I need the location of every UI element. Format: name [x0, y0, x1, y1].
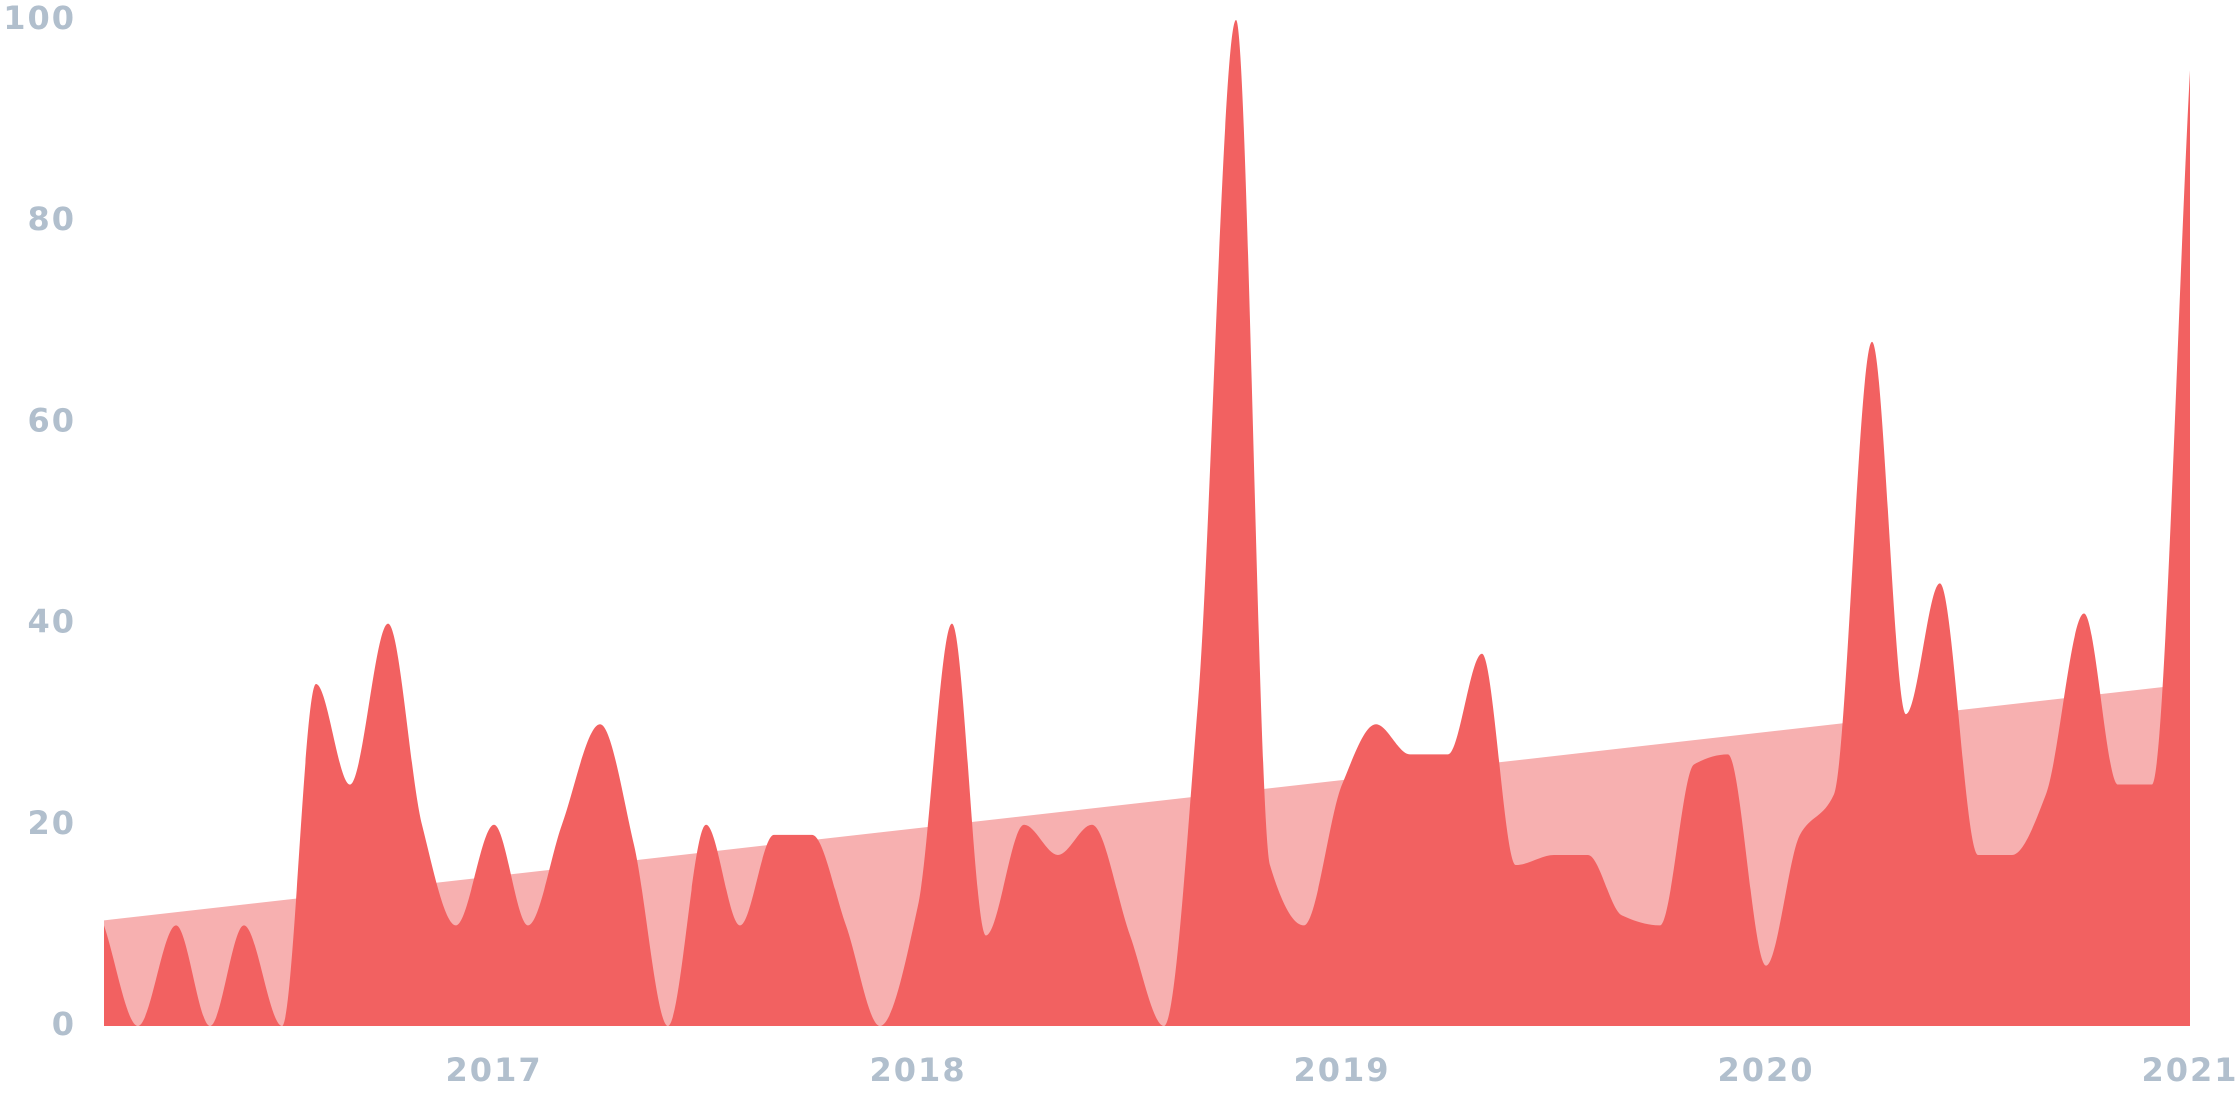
x-tick-label: 2020 — [1717, 1051, 1814, 1089]
x-tick-label: 2017 — [446, 1051, 543, 1089]
area — [104, 20, 2190, 1026]
y-tick-label: 40 — [27, 603, 76, 641]
y-tick-label: 20 — [27, 804, 76, 842]
y-tick-label: 80 — [27, 200, 76, 238]
x-tick-label: 2021 — [2141, 1051, 2238, 1089]
x-tick-label: 2018 — [870, 1051, 967, 1089]
x-tick-label: 2019 — [1294, 1051, 1391, 1089]
y-tick-label: 0 — [52, 1005, 76, 1043]
y-tick-label: 60 — [27, 401, 76, 439]
y-tick-label: 100 — [3, 0, 76, 37]
